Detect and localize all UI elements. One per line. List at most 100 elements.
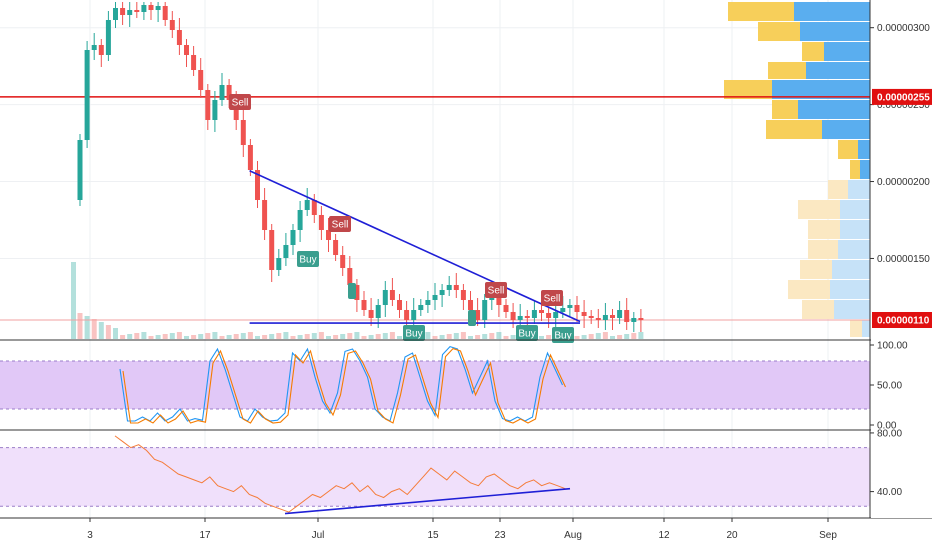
volume-bar (397, 336, 402, 339)
volume-bar (340, 334, 346, 339)
volume-profile-down (766, 120, 822, 139)
rsi-pane (0, 435, 870, 515)
time-axis[interactable]: 3 17 Jul 15 23 Aug 12 20 Sep (87, 518, 837, 541)
candle-body (361, 300, 367, 310)
volume-bar (574, 336, 580, 339)
candle-body (247, 145, 253, 170)
volume-bar (304, 334, 310, 339)
trendline[interactable] (249, 170, 581, 323)
candle-body (98, 45, 104, 55)
candle-body (425, 300, 431, 305)
candle-body (113, 8, 118, 20)
volume-bar (503, 336, 509, 339)
price-trendlines[interactable] (249, 170, 581, 324)
volume-bar (496, 332, 502, 339)
rsi-trendline[interactable] (284, 487, 571, 515)
candle-body (219, 85, 225, 100)
rsi-tick-label: 80.00 (877, 428, 902, 439)
volume-profile-up (822, 120, 870, 139)
price-tick-label: 0.00000300 (877, 23, 930, 34)
candle-body (262, 200, 268, 230)
signal-buy-badge (468, 310, 476, 326)
candle-body (560, 308, 566, 312)
volume-profile-up (824, 42, 870, 61)
volume-profile-up (862, 320, 870, 337)
time-tick-label: Sep (819, 530, 837, 541)
volume-bar (84, 316, 90, 339)
volume-profile-up (834, 300, 870, 319)
volume-bar (155, 335, 161, 339)
time-tick-label: 12 (658, 530, 670, 541)
candle-body (354, 285, 360, 300)
volume-profile-down (772, 100, 798, 119)
volume-profile-up (772, 80, 870, 99)
stoch-tick-label: 0.00 (877, 421, 897, 432)
stochastic-band (0, 361, 870, 409)
price-tick-label: 0.00000200 (877, 177, 930, 188)
volume-bar (205, 333, 211, 339)
volume-profile-up (838, 240, 870, 259)
candle-body (468, 300, 473, 310)
volume-bar (638, 332, 644, 339)
volume-bar (539, 336, 544, 339)
volume-bar (169, 333, 175, 339)
candle-body (127, 10, 133, 15)
volume-bar (226, 335, 232, 339)
candle-body (453, 285, 459, 290)
volume-bar (141, 332, 147, 339)
volume-bar (546, 335, 552, 339)
volume-profile-down (758, 22, 800, 41)
price-axis[interactable]: 0.00000300 0.00000250 0.00000200 0.00000150… (870, 0, 932, 518)
volume-profile-down (728, 2, 794, 21)
volume-bar (354, 332, 360, 339)
volume-bar (588, 334, 594, 339)
time-tick-label: 15 (427, 530, 439, 541)
time-tick-label: Jul (312, 530, 325, 541)
volume-bar (290, 336, 296, 339)
price-label-text: 0.00000255 (877, 92, 930, 103)
signal-buy-badge (403, 325, 425, 341)
candle-body (283, 245, 289, 258)
candle-body (446, 285, 452, 290)
signal-buy-badge (552, 327, 574, 343)
candle-body (524, 316, 530, 318)
candle-body (460, 290, 466, 300)
candle-body (290, 230, 296, 245)
candle-body (496, 295, 502, 305)
volume-bar (98, 322, 104, 339)
signal-sell-badge (329, 216, 351, 232)
candle-body (240, 120, 246, 145)
candle-body (482, 300, 488, 320)
volume-bar (610, 336, 615, 339)
volume-bar (439, 335, 445, 339)
rsi-line (114, 435, 566, 513)
candle-body (191, 55, 197, 70)
candle-body (304, 200, 310, 210)
candle-body (574, 305, 580, 312)
volume-profile-down (802, 42, 824, 61)
volume-profile-up (794, 2, 870, 21)
volume-profile-up (840, 220, 870, 239)
candle-body (475, 310, 481, 320)
candle-body (503, 305, 509, 312)
time-tick-label: 17 (199, 530, 211, 541)
time-tick-label: 3 (87, 530, 93, 541)
volume-bar (134, 333, 140, 339)
price-label-badge (872, 88, 932, 105)
volume-bar (368, 335, 374, 339)
signal-sell-badge (485, 282, 507, 298)
volume-profile (724, 2, 870, 337)
time-tick-label: 23 (494, 530, 506, 541)
candle-body (638, 318, 644, 320)
candle-body (255, 170, 260, 200)
volume-bar (460, 332, 466, 339)
volume-bar (347, 333, 353, 339)
stoch-tick-label: 50.00 (877, 381, 902, 392)
volume-bar (489, 333, 495, 339)
candle-body (581, 312, 587, 316)
candle-body (326, 230, 331, 240)
volume-bar (127, 334, 133, 339)
candle-body (198, 70, 204, 90)
stoch-tick-label: 100.00 (877, 341, 908, 352)
